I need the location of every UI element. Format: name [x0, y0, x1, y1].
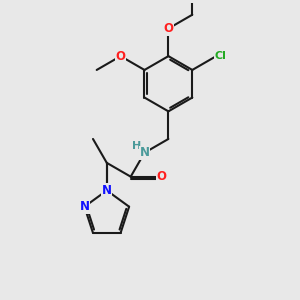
Text: H: H [132, 141, 141, 151]
Text: N: N [80, 200, 89, 213]
Text: O: O [116, 50, 126, 63]
Text: Cl: Cl [215, 51, 226, 61]
Text: N: N [140, 146, 149, 159]
Text: N: N [102, 184, 112, 197]
Text: O: O [156, 170, 166, 183]
Text: O: O [164, 22, 173, 35]
